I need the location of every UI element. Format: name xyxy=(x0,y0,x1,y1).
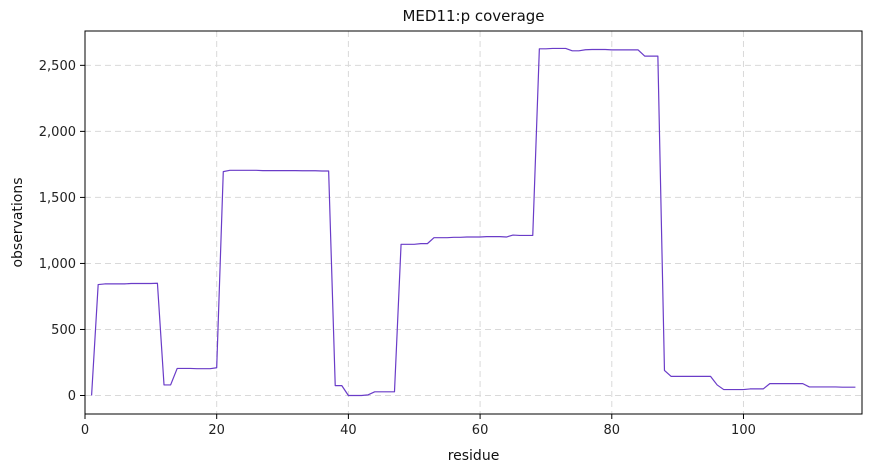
y-tick-label: 2,500 xyxy=(39,59,76,74)
y-tick-label: 0 xyxy=(68,389,76,404)
y-tick-label: 1,000 xyxy=(39,257,76,272)
x-tick-label: 60 xyxy=(472,423,489,438)
grid xyxy=(84,31,862,414)
y-tick-label: 2,000 xyxy=(39,125,76,140)
y-axis-label: observations xyxy=(10,177,26,267)
x-axis-label: residue xyxy=(448,448,500,464)
chart-title: MED11:p coverage xyxy=(402,7,544,25)
y-tick-label: 500 xyxy=(51,323,76,338)
x-tick-label: 80 xyxy=(604,423,621,438)
y-tick-label: 1,500 xyxy=(39,191,76,206)
coverage-line xyxy=(90,47,856,397)
ticks: 0 20 40 60 80 100 0 500 1,000 1,500 2,000 2,500 xyxy=(39,59,756,438)
x-tick-label: 100 xyxy=(731,423,756,438)
x-tick-label: 20 xyxy=(208,423,225,438)
x-tick-label: 40 xyxy=(340,423,357,438)
plot-frame xyxy=(84,30,863,415)
series-layer xyxy=(90,47,856,397)
x-tick-label: 0 xyxy=(81,423,89,438)
